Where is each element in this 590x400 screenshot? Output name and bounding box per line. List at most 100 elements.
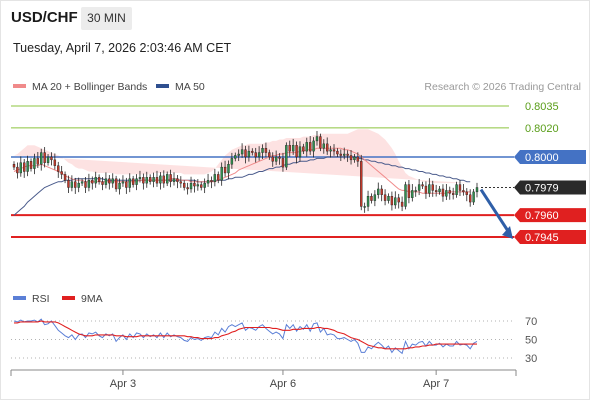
rsi-tick-label: 50 — [525, 335, 537, 347]
candle-body — [128, 178, 131, 188]
candle-body — [148, 177, 152, 182]
forecast-arrow — [479, 188, 513, 239]
forecast-arrow-shaft — [479, 188, 510, 232]
candle — [240, 143, 244, 158]
candle — [305, 137, 308, 157]
candle-body — [217, 174, 220, 181]
candle-body — [23, 162, 26, 172]
candle-body — [223, 166, 227, 174]
rsi-panel: 70 50 30 — [11, 316, 537, 365]
candle-body — [380, 188, 383, 195]
candle-body — [278, 156, 281, 159]
candle — [148, 174, 152, 185]
candle — [91, 176, 94, 190]
rsi-legend-swatch — [62, 296, 75, 300]
candle-body — [417, 184, 421, 191]
candle-body — [145, 177, 148, 184]
candle — [97, 174, 101, 185]
candle-body — [46, 156, 50, 163]
candle-body — [80, 181, 84, 184]
candle — [353, 154, 356, 163]
candle — [356, 152, 360, 167]
candle — [118, 178, 121, 195]
candle — [271, 152, 274, 167]
candle-body — [203, 182, 206, 188]
candle — [230, 152, 234, 169]
candle-body — [434, 190, 438, 193]
candle — [281, 152, 285, 172]
candle — [428, 178, 431, 198]
candle — [145, 171, 148, 188]
candle-body — [462, 190, 465, 193]
candle-body — [19, 162, 23, 174]
candle-body — [394, 197, 397, 206]
candle — [203, 178, 206, 194]
candle-body — [404, 184, 407, 207]
candle-body — [302, 146, 305, 152]
candle — [472, 188, 475, 205]
candle-body — [421, 184, 424, 187]
candle — [329, 145, 332, 158]
candle — [438, 186, 441, 195]
candle-body — [448, 190, 451, 194]
candle — [142, 173, 145, 190]
candle-body — [274, 156, 278, 162]
candle-body — [339, 153, 343, 156]
price-level-labels: 0.8035 0.8020 0.8000 0.7979 0.7960 0.7945 — [514, 101, 586, 244]
candle — [33, 153, 36, 175]
candle-body — [26, 161, 29, 172]
candle-body — [121, 181, 125, 184]
x-tick-label: Apr 6 — [270, 378, 296, 390]
candle — [67, 175, 70, 194]
candle-body — [451, 193, 455, 195]
candle — [234, 152, 237, 162]
candle-body — [240, 149, 244, 155]
candle — [308, 135, 312, 155]
candle — [220, 162, 223, 186]
candle-body — [346, 153, 349, 156]
candle-body — [101, 181, 104, 185]
candle-body — [74, 181, 77, 188]
candle — [46, 154, 50, 166]
candle — [125, 177, 128, 194]
rsi-legend-label: 9MA — [81, 293, 103, 305]
candle — [247, 145, 251, 162]
candle — [94, 171, 97, 188]
candle-body — [193, 182, 196, 187]
candle — [237, 149, 240, 162]
candle — [77, 177, 80, 193]
candle — [424, 181, 428, 199]
candle-body — [373, 194, 377, 201]
candle-body — [472, 191, 475, 203]
candle-body — [322, 143, 326, 149]
legend-swatch — [13, 84, 26, 88]
candle-body — [77, 182, 80, 188]
candle-body — [257, 152, 261, 158]
timeframe-button[interactable]: 30 MIN — [81, 7, 132, 30]
candle — [29, 158, 33, 172]
candle-body — [431, 184, 434, 191]
candle — [152, 172, 155, 188]
candle-body — [332, 149, 336, 152]
candle-body — [305, 142, 308, 152]
candle — [108, 174, 111, 190]
candle — [363, 202, 366, 213]
candle — [336, 148, 339, 157]
candle — [36, 151, 40, 169]
candle-body — [271, 156, 274, 162]
candle-body — [142, 177, 145, 184]
level-label: 0.8020 — [525, 123, 559, 135]
candle-body — [138, 177, 142, 179]
candle-body — [114, 178, 118, 190]
rsi-tick-label: 70 — [525, 316, 537, 328]
candle — [295, 141, 298, 164]
candle — [404, 181, 407, 210]
candle — [387, 193, 390, 204]
candle-body — [162, 175, 165, 184]
candle-body — [244, 149, 247, 158]
candle — [285, 142, 288, 171]
candle-body — [387, 196, 390, 201]
candle — [370, 193, 373, 204]
candle-body — [36, 158, 40, 165]
candle — [298, 141, 302, 162]
